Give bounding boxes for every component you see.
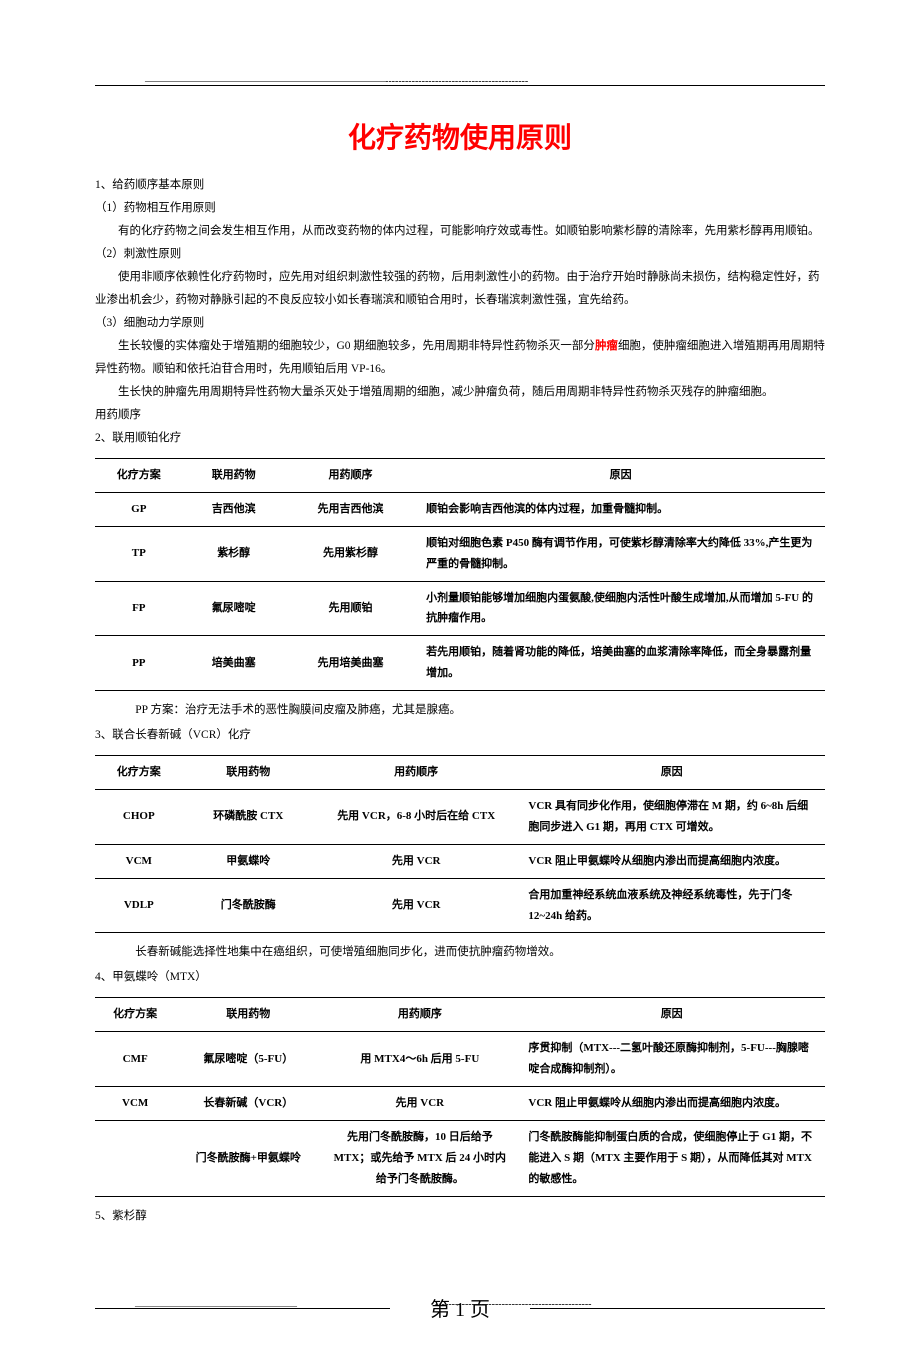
cell-order: 用 MTX4～6h 后用 5-FU (321, 1032, 518, 1087)
page-title: 化疗药物使用原则 (95, 116, 825, 156)
cell-plan: VCM (95, 1087, 175, 1121)
cell-reason: 合用加重神经系统血液系统及神经系统毒性，先于门冬 12~24h 给药。 (518, 878, 825, 933)
cell-order: 先用门冬酰胺酶，10 日后给予 MTX；或先给予 MTX 后 24 小时内给予门… (321, 1121, 518, 1197)
cell-reason: 若先用顺铂，随着肾功能的降低，培美曲塞的血浆清除率降低，而全身暴露剂量增加。 (416, 636, 825, 691)
cell-drug: 门冬酰胺酶 (183, 878, 314, 933)
cell-plan: CMF (95, 1032, 175, 1087)
th-drug: 联用药物 (183, 459, 285, 493)
s1-3-a: 生长较慢的实体瘤处于增殖期的细胞较少，G0 期细胞较多，先用周期非特异性药物杀灭… (118, 340, 595, 352)
table-row: VCM 长春新碱（VCR） 先用 VCR VCR 阻止甲氨蝶呤从细胞内渗出而提高… (95, 1087, 825, 1121)
table-vcr: 化疗方案 联用药物 用药顺序 原因 CHOP 环磷酰胺 CTX 先用 VCR，6… (95, 755, 825, 933)
note-vcr: 长春新碱能选择性地集中在癌组织，可使增殖细胞同步化，进而使抗肿瘤药物增效。 (95, 941, 825, 964)
table-row: GP 吉西他滨 先用吉西他滨 顺铂会影响吉西他滨的体内过程，加重骨髓抑制。 (95, 492, 825, 526)
section-3: 3、联合长春新碱（VCR）化疗 (95, 724, 825, 747)
footer-dashes-left: —————————————————— (135, 1301, 297, 1311)
th-order: 用药顺序 (285, 459, 416, 493)
section-1-1-body: 有的化疗药物之间会发生相互作用，从而改变药物的体内过程，可能影响疗效或毒性。如顺… (95, 220, 825, 243)
th-order: 用药顺序 (321, 998, 518, 1032)
section-1: 1、给药顺序基本原则 (95, 174, 825, 197)
table-row: VDLP 门冬酰胺酶 先用 VCR 合用加重神经系统血液系统及神经系统毒性，先于… (95, 878, 825, 933)
th-plan: 化疗方案 (95, 998, 175, 1032)
cell-order: 先用紫杉醇 (285, 526, 416, 581)
th-order: 用药顺序 (314, 756, 518, 790)
table-header-row: 化疗方案 联用药物 用药顺序 原因 (95, 998, 825, 1032)
header-dashes: ————————————————————————----------------… (145, 76, 528, 87)
section-2: 2、联用顺铂化疗 (95, 427, 825, 450)
cell-drug: 环磷酰胺 CTX (183, 790, 314, 845)
th-reason: 原因 (416, 459, 825, 493)
cell-plan: VCM (95, 844, 183, 878)
table-row: CHOP 环磷酰胺 CTX 先用 VCR，6-8 小时后在给 CTX VCR 具… (95, 790, 825, 845)
cell-reason: 小剂量顺铂能够增加细胞内蛋氨酸,使细胞内活性叶酸生成增加,从而增加 5-FU 的… (416, 581, 825, 636)
cell-order: 先用吉西他滨 (285, 492, 416, 526)
section-1-1: （1）药物相互作用原则 (95, 197, 825, 220)
body: 1、给药顺序基本原则 （1）药物相互作用原则 有的化疗药物之间会发生相互作用，从… (95, 174, 825, 450)
footer-dashes-right: ----------------------------------------… (435, 1299, 592, 1310)
section-5: 5、紫杉醇 (95, 1205, 825, 1228)
table-cisplatin: 化疗方案 联用药物 用药顺序 原因 GP 吉西他滨 先用吉西他滨 顺铂会影响吉西… (95, 458, 825, 691)
order-label: 用药顺序 (95, 404, 825, 427)
cell-reason: VCR 具有同步化作用，使细胞停滞在 M 期，约 6~8h 后细胞同步进入 G1… (518, 790, 825, 845)
note-pp: PP 方案：治疗无法手术的恶性胸膜间皮瘤及肺癌，尤其是腺癌。 (95, 699, 825, 722)
cell-drug: 长春新碱（VCR） (175, 1087, 321, 1121)
footer-rule: —————————————————— 第 1 页 ---------------… (95, 1308, 825, 1309)
cell-order: 先用 VCR (314, 844, 518, 878)
cell-plan: GP (95, 492, 183, 526)
cell-drug: 吉西他滨 (183, 492, 285, 526)
cell-drug: 氟尿嘧啶 (183, 581, 285, 636)
cell-reason: 顺铂对细胞色素 P450 酶有调节作用，可使紫杉醇清除率大约降低 33%,产生更… (416, 526, 825, 581)
section-1-3-body: 生长较慢的实体瘤处于增殖期的细胞较少，G0 期细胞较多，先用周期非特异性药物杀灭… (95, 335, 825, 381)
cell-plan: CHOP (95, 790, 183, 845)
th-drug: 联用药物 (183, 756, 314, 790)
th-drug: 联用药物 (175, 998, 321, 1032)
section-1-3-body2: 生长快的肿瘤先用周期特异性药物大量杀灭处于增殖周期的细胞，减少肿瘤负荷，随后用周… (95, 381, 825, 404)
table-row: TP 紫杉醇 先用紫杉醇 顺铂对细胞色素 P450 酶有调节作用，可使紫杉醇清除… (95, 526, 825, 581)
table-row: FP 氟尿嘧啶 先用顺铂 小剂量顺铂能够增加细胞内蛋氨酸,使细胞内活性叶酸生成增… (95, 581, 825, 636)
cell-drug: 氟尿嘧啶（5-FU） (175, 1032, 321, 1087)
cell-reason: 序贯抑制（MTX---二氢叶酸还原酶抑制剂，5-FU---胸腺嘧啶合成酶抑制剂）… (518, 1032, 825, 1087)
cell-drug: 门冬酰胺酶+甲氨蝶呤 (175, 1121, 321, 1197)
cell-drug: 甲氨蝶呤 (183, 844, 314, 878)
table-header-row: 化疗方案 联用药物 用药顺序 原因 (95, 756, 825, 790)
section-1-2-body: 使用非顺序依赖性化疗药物时，应先用对组织刺激性较强的药物，后用刺激性小的药物。由… (95, 266, 825, 312)
cell-order: 先用 VCR，6-8 小时后在给 CTX (314, 790, 518, 845)
th-plan: 化疗方案 (95, 459, 183, 493)
cell-order: 先用 VCR (314, 878, 518, 933)
table-row: VCM 甲氨蝶呤 先用 VCR VCR 阻止甲氨蝶呤从细胞内渗出而提高细胞内浓度… (95, 844, 825, 878)
cell-reason: 顺铂会影响吉西他滨的体内过程，加重骨髓抑制。 (416, 492, 825, 526)
cell-plan: FP (95, 581, 183, 636)
cell-reason: 门冬酰胺酶能抑制蛋白质的合成，使细胞停止于 G1 期，不能进入 S 期（MTX … (518, 1121, 825, 1197)
cell-drug: 紫杉醇 (183, 526, 285, 581)
table-header-row: 化疗方案 联用药物 用药顺序 原因 (95, 459, 825, 493)
section-1-2: （2）刺激性原则 (95, 243, 825, 266)
cell-order: 先用 VCR (321, 1087, 518, 1121)
document-page: ————————————————————————----------------… (0, 0, 920, 1349)
tumor-word: 肿瘤 (595, 340, 618, 352)
th-plan: 化疗方案 (95, 756, 183, 790)
cell-plan: VDLP (95, 878, 183, 933)
table-mtx: 化疗方案 联用药物 用药顺序 原因 CMF 氟尿嘧啶（5-FU） 用 MTX4～… (95, 997, 825, 1196)
cell-drug: 培美曲塞 (183, 636, 285, 691)
th-reason: 原因 (518, 756, 825, 790)
th-reason: 原因 (518, 998, 825, 1032)
table-row: PP 培美曲塞 先用培美曲塞 若先用顺铂，随着肾功能的降低，培美曲塞的血浆清除率… (95, 636, 825, 691)
header-rule: ————————————————————————----------------… (95, 85, 825, 86)
table-row: 门冬酰胺酶+甲氨蝶呤 先用门冬酰胺酶，10 日后给予 MTX；或先给予 MTX … (95, 1121, 825, 1197)
section-1-3: （3）细胞动力学原则 (95, 312, 825, 335)
cell-reason: VCR 阻止甲氨蝶呤从细胞内渗出而提高细胞内浓度。 (518, 1087, 825, 1121)
cell-order: 先用培美曲塞 (285, 636, 416, 691)
cell-plan: TP (95, 526, 183, 581)
cell-plan (95, 1121, 175, 1197)
cell-order: 先用顺铂 (285, 581, 416, 636)
cell-plan: PP (95, 636, 183, 691)
section-4: 4、甲氨蝶呤（MTX） (95, 966, 825, 989)
table-row: CMF 氟尿嘧啶（5-FU） 用 MTX4～6h 后用 5-FU 序贯抑制（MT… (95, 1032, 825, 1087)
cell-reason: VCR 阻止甲氨蝶呤从细胞内渗出而提高细胞内浓度。 (518, 844, 825, 878)
